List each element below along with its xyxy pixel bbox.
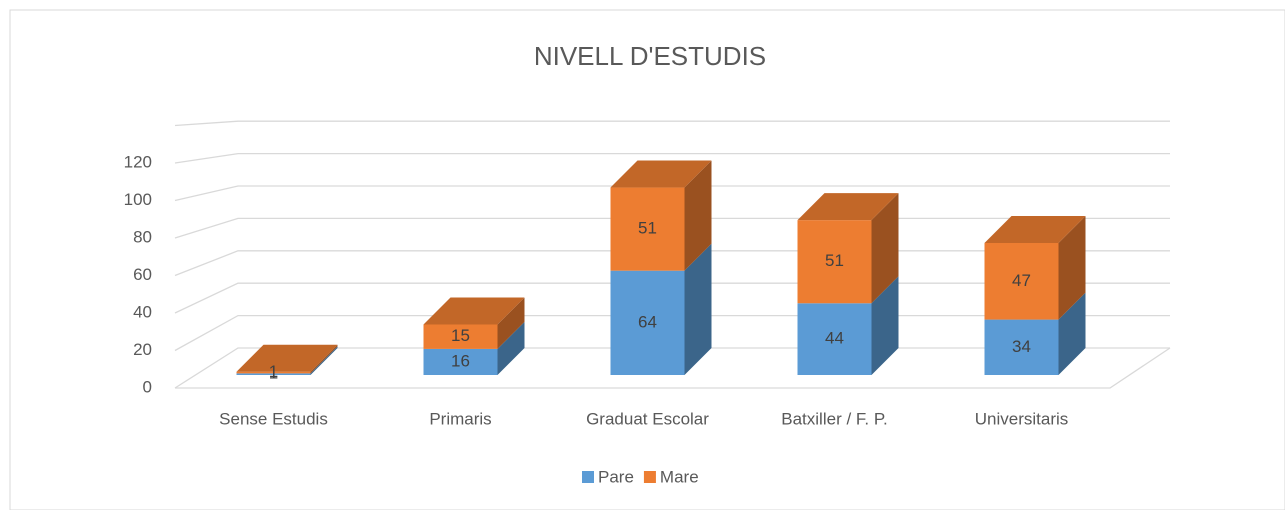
bar-front [236, 373, 311, 375]
chart-title: NIVELL D'ESTUDIS [534, 41, 766, 71]
y-tick-label: 20 [133, 340, 152, 359]
x-tick-label: Sense Estudis [219, 409, 328, 428]
bar-side [871, 193, 899, 304]
bar-side [871, 276, 899, 375]
bar-front [610, 187, 685, 271]
legend-label: Pare [598, 467, 634, 486]
bar-top [984, 215, 1086, 243]
legend-swatch [582, 471, 594, 483]
bar-side [684, 243, 712, 375]
wall-top [174, 120, 1170, 127]
x-tick-label: Universitaris [975, 409, 1069, 428]
y-tick-label: 0 [143, 377, 152, 396]
y-tick-label: 100 [124, 190, 152, 209]
legend-label: Mare [660, 467, 699, 486]
grid-line [174, 152, 1170, 164]
bar-side [497, 321, 525, 375]
bar-front [610, 270, 685, 375]
bar-top [797, 193, 899, 221]
legend-swatch [643, 471, 656, 483]
bar-front [797, 303, 872, 375]
bar-front [423, 348, 498, 375]
bar-top [423, 297, 525, 325]
bar-side [1058, 292, 1086, 375]
bar-side [310, 346, 338, 375]
bar-front [236, 371, 311, 374]
grid-line [174, 185, 1170, 202]
y-tick-label: 120 [124, 152, 152, 171]
bar-side [497, 297, 525, 349]
data-label: 44 [825, 329, 844, 348]
x-tick-label: Batxiller / F. P. [781, 409, 887, 428]
data-label: 16 [451, 351, 470, 370]
bar-front [423, 324, 498, 349]
y-tick-label: 60 [133, 265, 152, 284]
y-tick-label: 80 [133, 227, 152, 246]
data-label: 51 [638, 219, 657, 238]
data-label: 51 [825, 251, 844, 270]
data-label: 47 [1012, 271, 1031, 290]
x-tick-label: Primaris [429, 409, 491, 428]
bar-top [610, 160, 712, 188]
bar-front [797, 220, 872, 304]
x-tick-label: Graduat Escolar [586, 409, 709, 428]
data-label: 34 [1012, 337, 1031, 356]
data-label: 15 [451, 326, 470, 345]
bar-side [684, 160, 712, 271]
bar-front [984, 242, 1059, 320]
bar-side [1058, 215, 1086, 320]
data-label: 1 [269, 362, 278, 381]
bar-side [310, 344, 338, 374]
bar-front [984, 319, 1059, 375]
data-label: 64 [638, 312, 657, 331]
bar-top [236, 344, 338, 372]
floor [175, 347, 1171, 389]
y-tick-label: 40 [133, 302, 152, 321]
